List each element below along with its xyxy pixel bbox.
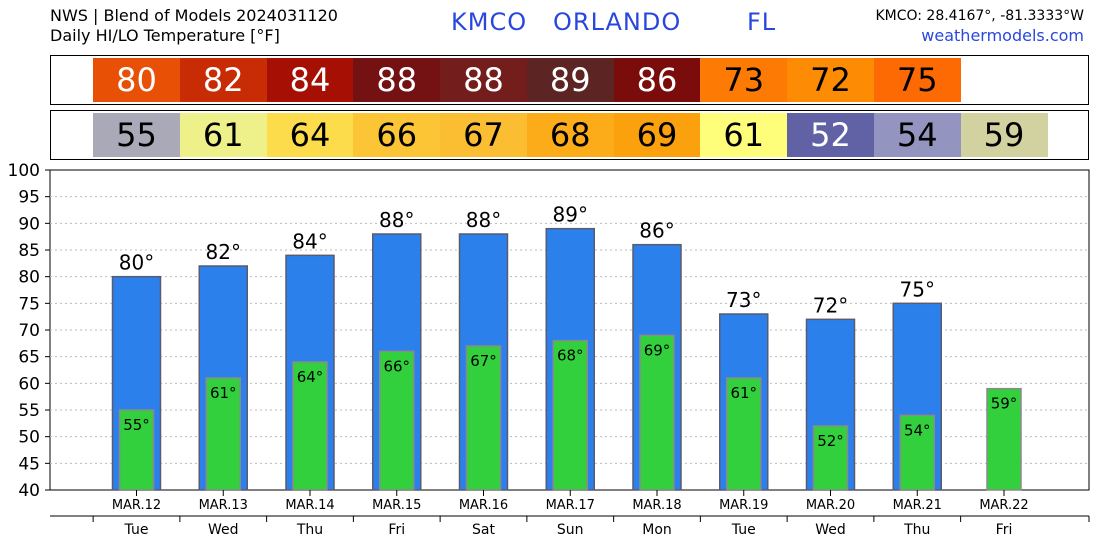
station-id: KMCO xyxy=(451,8,528,36)
high-temp-strip: 80 82 84 88 88 89 86 73 72 75 xyxy=(50,55,1089,105)
low-temp-cell: 68 xyxy=(526,113,614,157)
low-temp-cell: 61 xyxy=(179,113,267,157)
low-temp-cell: 55 xyxy=(93,113,180,157)
high-bar-label: 86° xyxy=(639,219,674,243)
high-temp-cell: 84 xyxy=(266,58,354,102)
high-bar-label: 84° xyxy=(292,229,327,253)
high-temp-cell: 72 xyxy=(787,58,874,102)
low-temp-strip: 55 61 64 66 67 68 69 61 52 54 59 xyxy=(50,110,1089,160)
y-tick-label: 60 xyxy=(18,374,40,394)
x-tick-label: MAR.17 xyxy=(546,498,595,513)
x-tick-label: MAR.22 xyxy=(979,498,1028,513)
product-label: Daily HI/LO Temperature [°F] xyxy=(50,26,280,45)
low-bar-label: 52° xyxy=(817,432,844,450)
y-tick-label: 85 xyxy=(18,241,40,261)
low-temp-cell: 66 xyxy=(353,113,441,157)
x-tick-label: MAR.14 xyxy=(285,498,334,513)
high-bar-label: 88° xyxy=(466,208,501,232)
y-tick-label: 100 xyxy=(8,161,40,181)
x-tick-label: MAR.13 xyxy=(199,498,248,513)
y-tick-label: 65 xyxy=(18,348,40,368)
low-bar xyxy=(639,334,675,491)
low-bar-label: 67° xyxy=(470,352,497,370)
low-bar xyxy=(205,377,241,491)
x-day-label: Fri xyxy=(388,522,405,538)
x-tick-label: MAR.12 xyxy=(112,498,161,513)
x-day-label: Sat xyxy=(472,522,495,538)
low-temp-cell: 69 xyxy=(613,113,701,157)
high-bar-label: 89° xyxy=(553,203,588,227)
high-temp-cell: 88 xyxy=(440,58,527,102)
high-temp-cell: 75 xyxy=(873,58,961,102)
station-city: ORLANDO xyxy=(553,8,682,36)
low-bar xyxy=(292,361,328,491)
high-temp-cell: 82 xyxy=(179,58,267,102)
y-tick-label: 50 xyxy=(18,428,40,448)
high-bar-label: 72° xyxy=(813,293,848,317)
high-temp-cell: 88 xyxy=(353,58,441,102)
x-tick-label: MAR.15 xyxy=(372,498,421,513)
low-bar xyxy=(379,350,415,491)
low-bar-label: 64° xyxy=(297,368,324,386)
high-bar-label: 82° xyxy=(206,240,241,264)
high-temp-cell: 80 xyxy=(93,58,180,102)
model-run-label: NWS | Blend of Models 2024031120 xyxy=(50,6,338,25)
high-bar-label: 80° xyxy=(119,251,154,275)
high-bar-label: 88° xyxy=(379,208,414,232)
x-day-label: Thu xyxy=(903,522,930,538)
x-day-label: Sun xyxy=(557,522,584,538)
low-bar-label: 68° xyxy=(557,347,584,365)
x-tick-label: MAR.20 xyxy=(806,498,855,513)
low-temp-cell: 52 xyxy=(787,113,874,157)
x-day-label: Wed xyxy=(208,522,239,538)
low-bar xyxy=(552,339,588,491)
x-day-label: Wed xyxy=(815,522,846,538)
low-bar-label: 61° xyxy=(730,384,757,402)
y-tick-label: 70 xyxy=(18,321,40,341)
x-tick-label: MAR.19 xyxy=(719,498,768,513)
low-bar xyxy=(726,377,762,491)
low-bar-label: 69° xyxy=(644,341,671,359)
y-tick-label: 80 xyxy=(18,268,40,288)
high-bar-label: 73° xyxy=(726,288,761,312)
y-tick-label: 45 xyxy=(18,454,40,474)
low-temp-cell: 61 xyxy=(700,113,788,157)
x-day-label: Tue xyxy=(731,522,756,538)
low-temp-cell: 54 xyxy=(873,113,961,157)
x-day-label: Fri xyxy=(996,522,1013,538)
site-link[interactable]: weathermodels.com xyxy=(921,26,1084,45)
y-tick-label: 55 xyxy=(18,401,40,421)
y-tick-label: 40 xyxy=(18,481,40,501)
y-tick-label: 90 xyxy=(18,214,40,234)
station-state: FL xyxy=(747,8,777,36)
low-bar xyxy=(812,425,849,491)
high-temp-cell: 89 xyxy=(526,58,614,102)
x-tick-label: MAR.21 xyxy=(893,498,942,513)
station-coords: KMCO: 28.4167°, -81.3333°W xyxy=(875,8,1084,24)
x-tick-label: MAR.18 xyxy=(632,498,681,513)
high-temp-cell: 86 xyxy=(613,58,701,102)
low-bar-label: 55° xyxy=(123,416,150,434)
x-day-label: Tue xyxy=(124,522,149,538)
low-temp-cell: 59 xyxy=(960,113,1048,157)
low-bar xyxy=(899,414,935,491)
x-tick-label: MAR.16 xyxy=(459,498,508,513)
low-temp-cell: 67 xyxy=(440,113,527,157)
high-bar-label: 75° xyxy=(900,277,935,301)
low-bar-label: 61° xyxy=(210,384,237,402)
x-day-label: Mon xyxy=(642,522,672,538)
high-temp-cell: 73 xyxy=(700,58,788,102)
x-day-label: Thu xyxy=(296,522,323,538)
low-bar xyxy=(465,345,502,491)
low-temp-cell: 64 xyxy=(266,113,354,157)
low-bar-label: 59° xyxy=(991,395,1018,413)
low-bar-label: 54° xyxy=(904,421,931,439)
header-info: KMCO: 28.4167°, -81.3333°W weathermodels… xyxy=(875,6,1084,46)
header-title: NWS | Blend of Models 2024031120 Daily H… xyxy=(50,6,338,46)
low-bar-label: 66° xyxy=(383,357,410,375)
y-tick-label: 95 xyxy=(18,188,40,208)
y-tick-label: 75 xyxy=(18,294,40,314)
